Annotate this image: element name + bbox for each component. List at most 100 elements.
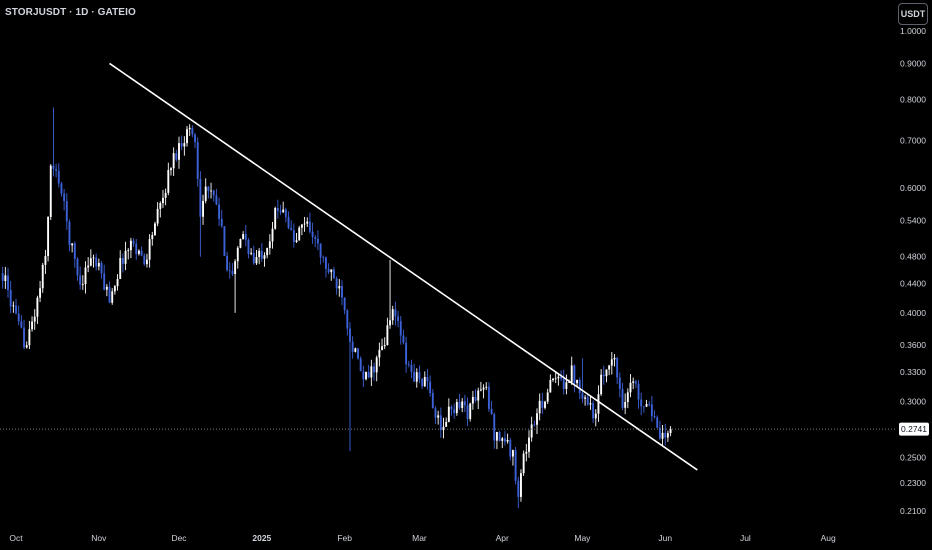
candle xyxy=(557,372,560,386)
candle xyxy=(664,423,667,446)
candle xyxy=(477,387,480,410)
candle xyxy=(642,406,645,413)
time-axis-label: Nov xyxy=(91,533,107,543)
candle-body xyxy=(560,376,562,379)
candle-body xyxy=(314,237,317,239)
candle xyxy=(87,257,90,273)
candle xyxy=(458,393,461,411)
candle-body xyxy=(73,243,76,259)
candle-body xyxy=(463,401,466,406)
candle-body xyxy=(220,218,223,227)
time-axis[interactable]: Oct Nov Dec 2025 Feb Mar Apr May Jun Jul Aug xyxy=(9,533,836,543)
candle-body xyxy=(573,365,576,384)
candle-body xyxy=(20,321,23,328)
candle xyxy=(621,382,624,411)
candle xyxy=(268,234,271,255)
candle-body xyxy=(303,223,306,225)
candle-body xyxy=(549,380,552,393)
candle-body xyxy=(172,153,175,169)
candle xyxy=(546,388,549,404)
candle xyxy=(145,253,148,268)
candle-body xyxy=(183,143,186,147)
candle-body xyxy=(49,165,52,217)
candle xyxy=(303,216,306,232)
candle-body xyxy=(341,285,343,298)
candle xyxy=(47,216,50,262)
candle-body xyxy=(405,342,408,365)
candle-body xyxy=(60,183,63,194)
candle xyxy=(33,309,36,330)
candle-body xyxy=(661,432,664,439)
candle xyxy=(506,433,509,444)
candle-body xyxy=(512,450,514,457)
candle xyxy=(95,253,98,271)
candle-body xyxy=(271,228,274,242)
candle-body xyxy=(389,320,392,326)
candle xyxy=(640,392,643,416)
candle xyxy=(562,369,565,395)
price-axis[interactable]: 1.0000 0.9000 0.8000 0.7000 0.6000 0.5400 0.48… xyxy=(900,26,926,516)
candle xyxy=(514,447,517,485)
candle xyxy=(495,431,498,450)
candle-body xyxy=(479,389,482,391)
currency-button[interactable]: USDT xyxy=(898,3,928,25)
candle xyxy=(151,231,154,246)
candle xyxy=(418,365,421,384)
candle xyxy=(343,297,346,315)
candle xyxy=(405,336,408,373)
price-axis-label: 0.4800 xyxy=(900,252,926,262)
candle xyxy=(81,275,84,290)
candle xyxy=(541,392,544,414)
candle xyxy=(509,437,512,461)
candle-body xyxy=(407,364,410,366)
candle xyxy=(234,259,237,313)
candle-body xyxy=(544,401,546,408)
candle-body xyxy=(33,316,36,322)
price-axis-label: 0.4400 xyxy=(900,279,926,289)
price-axis-label: 0.2300 xyxy=(900,478,926,488)
candle-body xyxy=(44,256,47,265)
candle-body xyxy=(89,258,92,266)
candle xyxy=(503,430,506,446)
candle-body xyxy=(562,378,565,389)
candle-body xyxy=(135,243,138,254)
candle-body xyxy=(487,386,490,409)
candle xyxy=(648,400,651,407)
candle-body xyxy=(613,357,616,360)
candle xyxy=(453,403,456,419)
candle xyxy=(319,243,322,265)
candle xyxy=(215,188,218,206)
candle-body xyxy=(335,278,338,289)
candle-body xyxy=(536,413,538,425)
candle xyxy=(549,374,552,393)
candle-body xyxy=(490,408,493,415)
descending-trendline[interactable] xyxy=(109,62,698,471)
candle xyxy=(653,410,656,419)
candle xyxy=(624,393,627,415)
candle xyxy=(586,394,589,406)
time-axis-label: Feb xyxy=(337,533,352,543)
candle-body xyxy=(669,429,672,434)
candle xyxy=(341,280,343,306)
candle-body xyxy=(65,201,68,222)
candle-body xyxy=(121,258,124,264)
candle xyxy=(300,224,303,236)
candle xyxy=(220,209,223,228)
candle xyxy=(170,167,172,176)
candle-body xyxy=(308,221,311,232)
candle-body xyxy=(196,142,199,179)
candle-body xyxy=(292,230,295,242)
candle-body xyxy=(589,403,592,405)
candle-body xyxy=(132,240,135,244)
symbol-title[interactable]: STORJUSDT · 1D · GATEIO xyxy=(5,7,136,18)
candle xyxy=(12,301,15,313)
candle xyxy=(223,226,226,257)
candle-body xyxy=(167,170,170,193)
candle-body xyxy=(159,203,162,209)
candle-body xyxy=(186,129,188,144)
candle-body xyxy=(429,381,432,394)
candle-body xyxy=(485,386,488,388)
candle-body xyxy=(343,297,346,311)
candle-body xyxy=(581,392,584,399)
